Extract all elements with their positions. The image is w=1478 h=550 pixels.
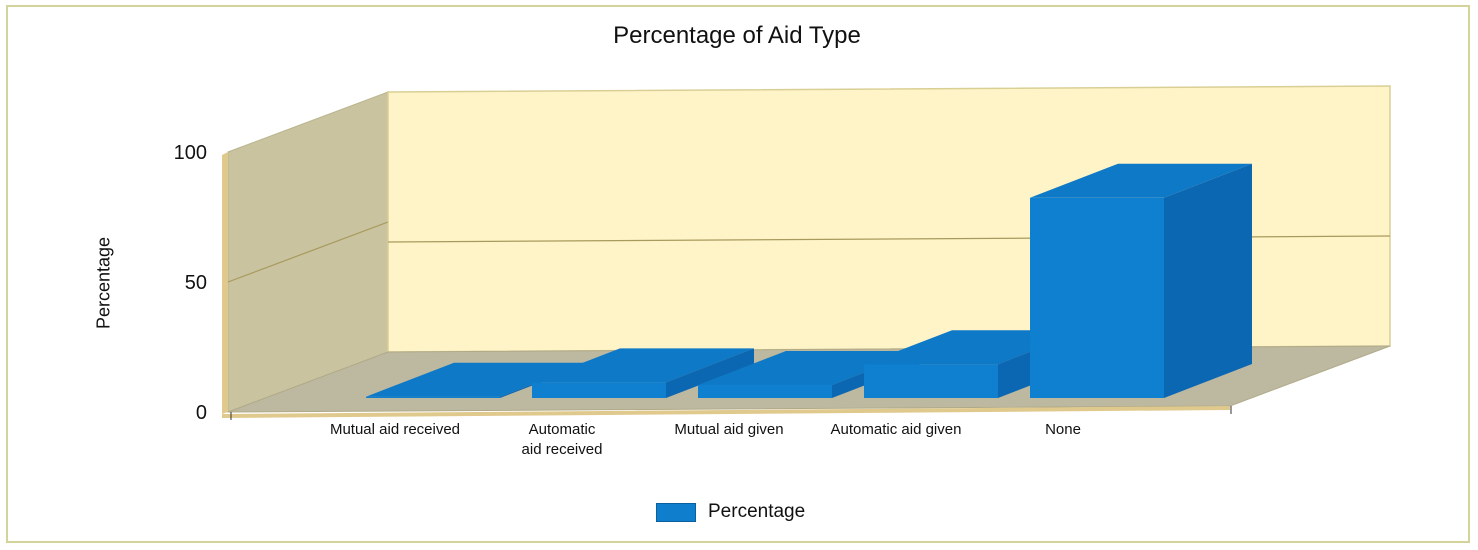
bar-top <box>532 348 754 383</box>
y-tick-label: 0 <box>196 402 207 424</box>
x-tick-label: Automatic aid received <box>522 421 603 458</box>
gridline-side <box>227 221 389 283</box>
x-tick-label: Automatic aid given <box>831 421 962 438</box>
floor-edge <box>222 406 1230 418</box>
left-edge <box>222 152 228 414</box>
chart-title: Percentage of Aid Type <box>613 22 861 49</box>
bar-side <box>666 348 754 398</box>
bar-front <box>1030 197 1164 398</box>
x-axis-labels: Mutual aid received Automatic aid received… <box>330 421 1081 458</box>
y-tick-label: 100 <box>174 142 207 164</box>
x-tick-label: None <box>1045 421 1081 438</box>
legend-swatch <box>656 502 696 522</box>
legend-label: Percentage <box>708 501 806 522</box>
bar-side <box>1164 163 1252 398</box>
x-tick-label: Mutual aid given <box>674 421 783 438</box>
bar-front <box>366 396 500 398</box>
bar-top <box>1030 163 1252 198</box>
bar-front <box>864 364 998 398</box>
y-axis-label: Percentage <box>93 236 114 330</box>
y-axis: 0 50 100 <box>174 142 1232 424</box>
bar-front <box>532 382 666 398</box>
legend: Percentage <box>656 501 805 523</box>
bars <box>366 163 1252 398</box>
bar-top <box>698 351 920 385</box>
y-tick-label: 50 <box>185 272 207 294</box>
x-tick-label: Mutual aid received <box>330 421 460 438</box>
bar-top <box>366 362 588 397</box>
bar-front <box>698 385 832 398</box>
